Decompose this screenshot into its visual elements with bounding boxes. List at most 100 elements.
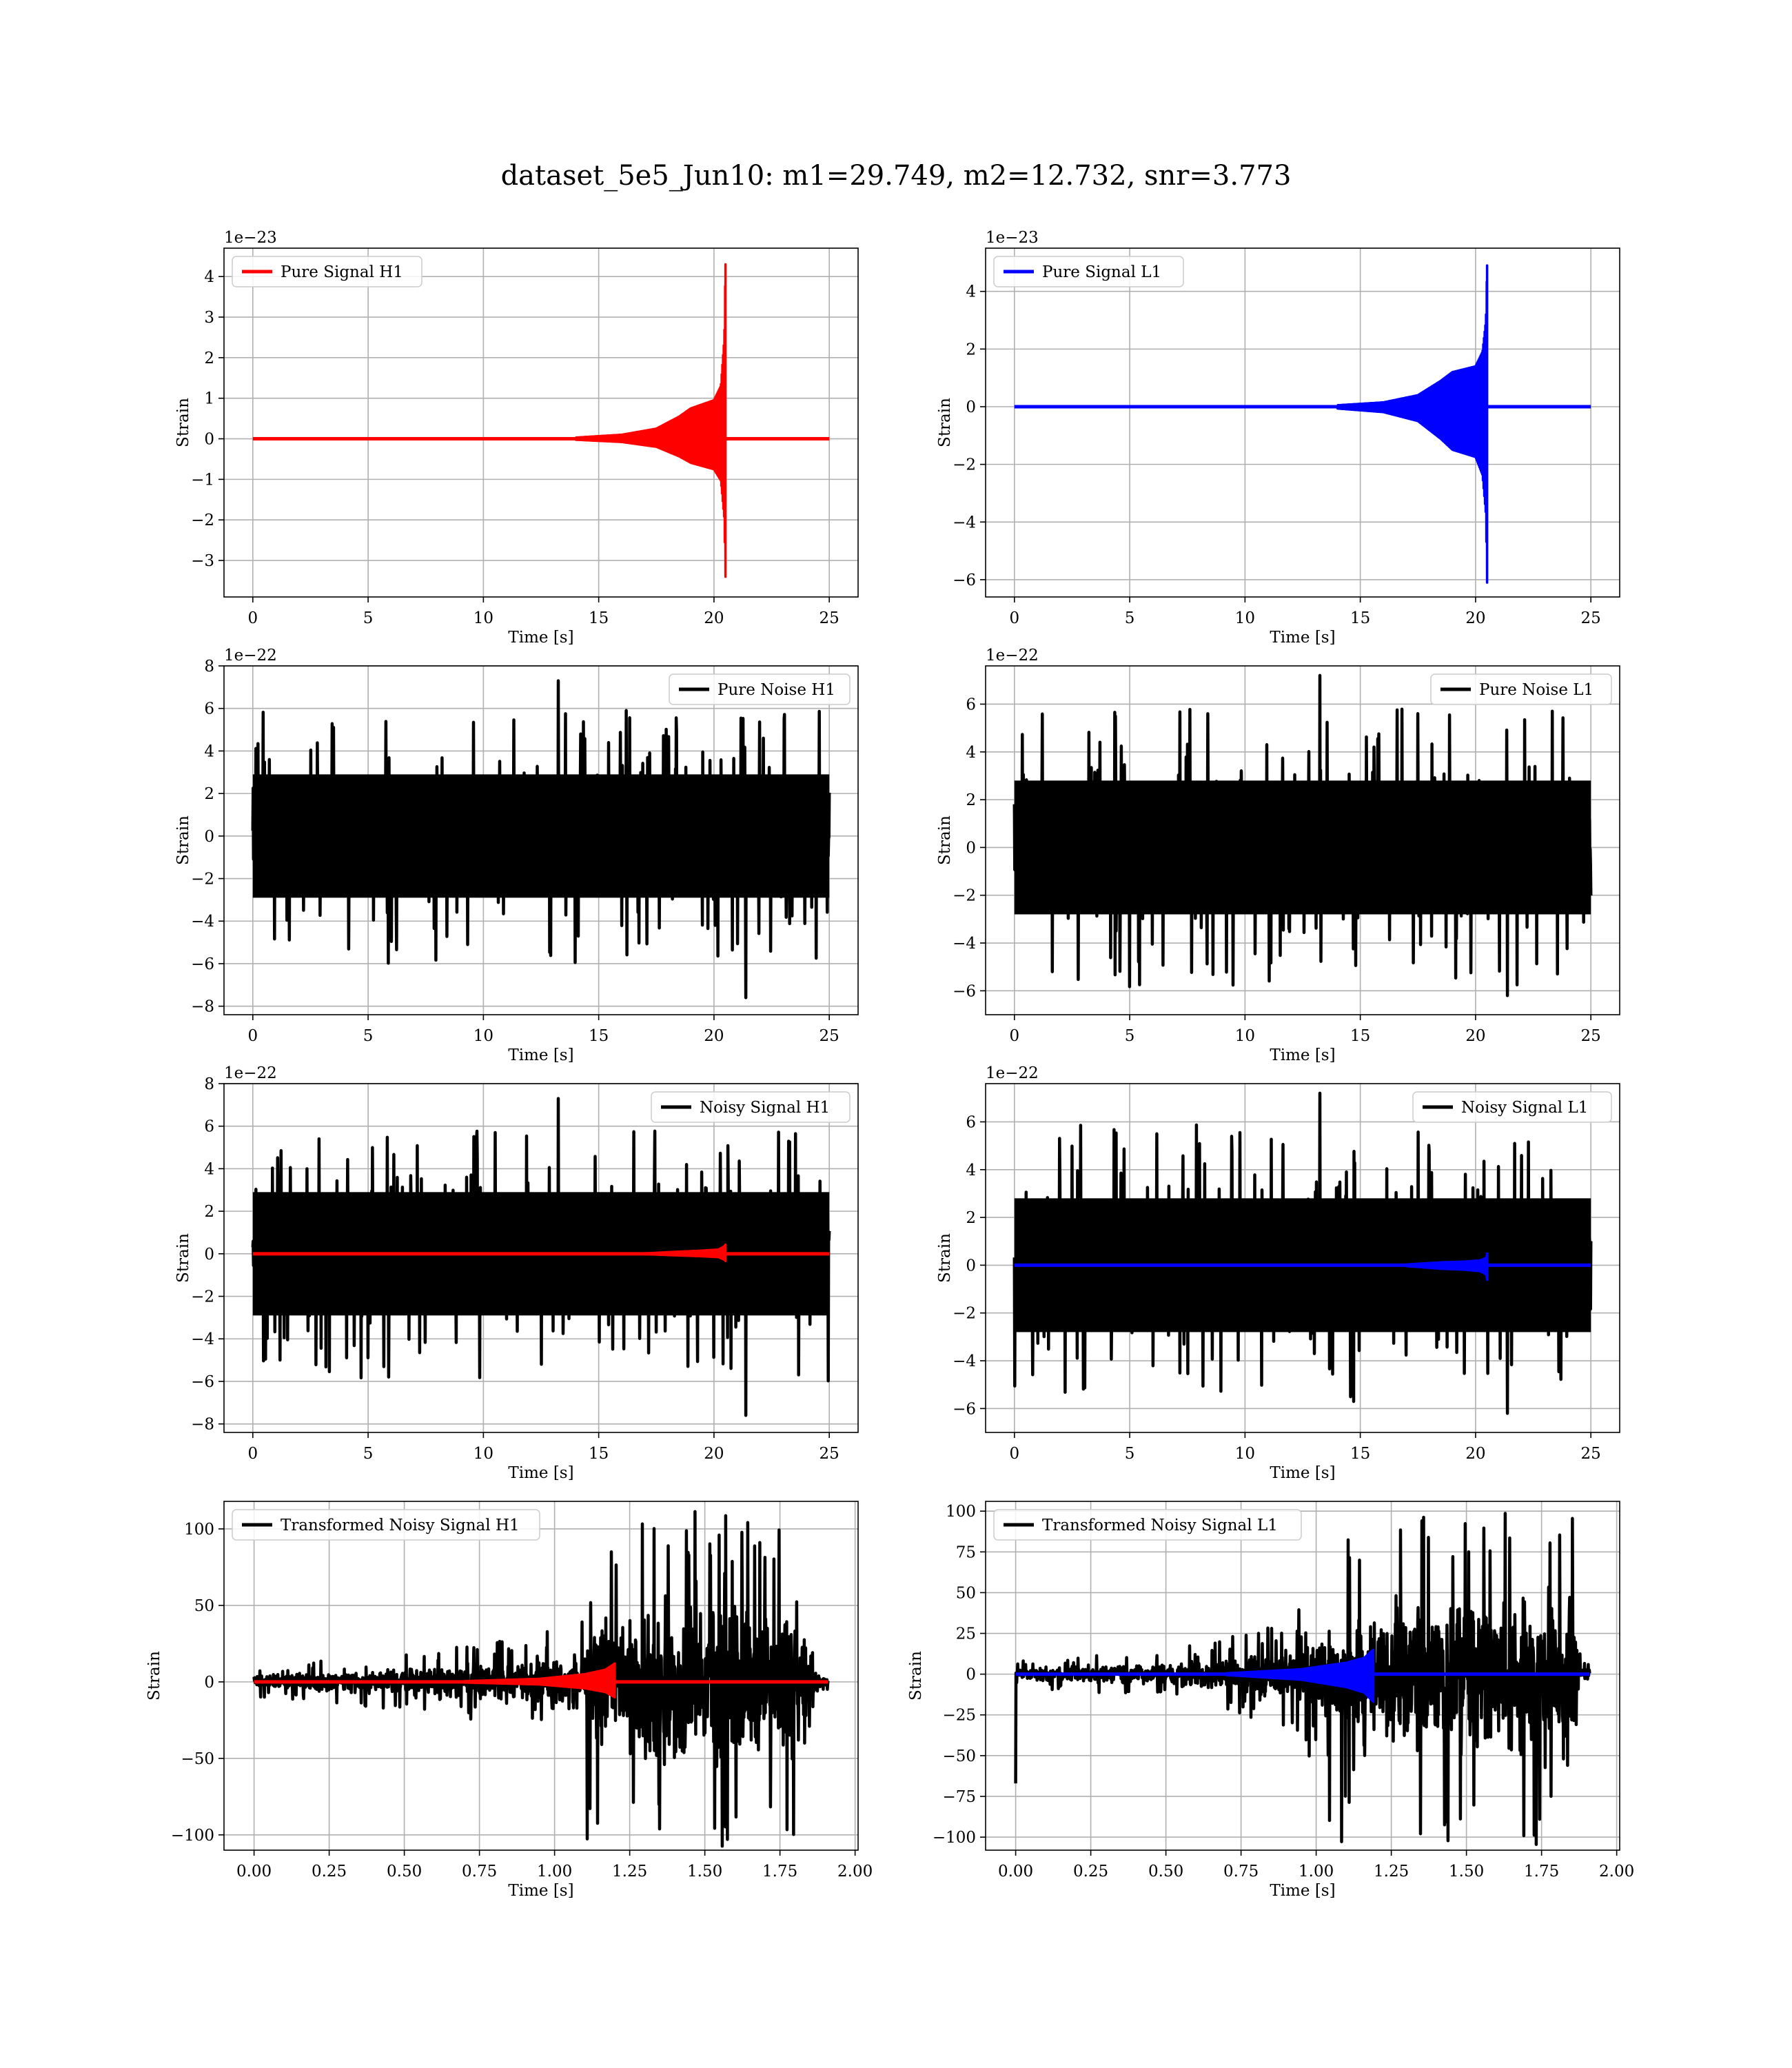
y-tick-label: −6: [953, 1400, 976, 1418]
y-tick-label: −1: [191, 471, 214, 489]
x-axis-label: Time [s]: [508, 629, 573, 647]
x-tick-label: 15: [1350, 609, 1370, 627]
y-tick-label: 0: [966, 1257, 976, 1275]
y-tick-label: 6: [204, 1118, 214, 1136]
legend: Pure Noise L1: [1430, 673, 1612, 705]
legend: Noisy Signal L1: [1412, 1091, 1612, 1123]
x-tick-label: 0: [1009, 609, 1019, 627]
x-tick-label: 25: [1581, 1027, 1601, 1045]
y-tick-label: 4: [966, 283, 976, 301]
y-tick-label: −25: [942, 1707, 976, 1725]
legend-box: [1430, 673, 1612, 705]
y-tick-label: 2: [966, 341, 976, 358]
legend-box: [232, 1509, 540, 1541]
subplot-noisy-signal-l1: 0 5 10 15 20 25 −6 −4 −2 0 2 4 6 Time [s] Strain 1e−22 N…: [936, 1064, 1620, 1482]
y-axis-label: Strain: [145, 1651, 163, 1701]
x-axis-label: Time [s]: [1270, 1046, 1335, 1064]
legend-box: [1412, 1091, 1612, 1123]
x-tick-label: 0.50: [1148, 1863, 1183, 1881]
y-tick-label: 3: [204, 309, 214, 327]
axes-frame: [223, 665, 859, 1015]
x-tick-label: 2.00: [837, 1863, 873, 1881]
subplot-noisy-signal-h1: 0 5 10 15 20 25 −8 −6 −4 −2 0 2 4 6 8 Time [s] Strain 1e−…: [174, 1064, 859, 1482]
y-tick-label: 4: [204, 268, 214, 286]
x-tick-label: 0: [247, 1445, 258, 1463]
y-tick-label: −100: [933, 1829, 976, 1847]
x-tick-label: 15: [589, 1445, 609, 1463]
y-tick-label: −6: [953, 571, 976, 589]
axis-offset-text: 1e−23: [986, 229, 1039, 247]
y-tick-label: −4: [953, 1352, 976, 1370]
legend-box: [669, 673, 851, 705]
subplot-transformed-noisy-signal-l1: 0.00 0.25 0.50 0.75 1.00 1.25 1.50 1.75 2.00 −100…: [907, 1501, 1634, 1900]
signal-chirp: [463, 1662, 616, 1699]
y-axis-label: Strain: [174, 815, 192, 865]
y-axis-label: Strain: [936, 815, 954, 865]
x-tick-label: 20: [704, 1027, 724, 1045]
legend: Transformed Noisy Signal L1: [993, 1509, 1302, 1541]
y-tick-label: −4: [191, 913, 214, 931]
y-tick-label: 100: [184, 1521, 214, 1539]
x-tick-label: 1.75: [1524, 1863, 1559, 1881]
y-tick-label: 4: [966, 744, 976, 762]
y-tick-label: 2: [204, 1203, 214, 1221]
axes-frame: [223, 1083, 859, 1433]
axes-frame: [985, 1083, 1620, 1433]
y-tick-label: 8: [204, 658, 214, 676]
axes-frame: [223, 247, 859, 598]
legend-label: Pure Signal H1: [281, 263, 403, 281]
x-tick-label: 15: [1350, 1027, 1370, 1045]
x-tick-label: 10: [474, 1445, 493, 1463]
y-tick-label: −75: [942, 1788, 976, 1806]
y-tick-label: 2: [204, 349, 214, 367]
y-tick-label: −4: [953, 514, 976, 531]
x-tick-label: 0: [1009, 1027, 1019, 1045]
plot-area: [252, 263, 830, 578]
y-tick-label: 0: [204, 431, 214, 449]
y-tick-label: −2: [953, 887, 976, 905]
y-tick-label: −6: [191, 1373, 214, 1391]
signal-chirp: [643, 1243, 727, 1263]
x-tick-label: 20: [1465, 1445, 1485, 1463]
x-tick-label: 0.25: [312, 1863, 347, 1881]
x-tick-label: 10: [474, 609, 493, 627]
noise-core-band: [1014, 780, 1591, 915]
signal-chirp: [1405, 1252, 1489, 1281]
legend-label: Pure Noise L1: [1479, 681, 1594, 699]
x-tick-label: 10: [1235, 609, 1255, 627]
x-tick-label: 5: [1125, 1027, 1135, 1045]
legend: Pure Noise H1: [669, 673, 851, 705]
legend-label: Pure Noise H1: [717, 681, 835, 699]
x-tick-label: 25: [819, 609, 839, 627]
legend-box: [993, 1509, 1302, 1541]
x-tick-label: 0.50: [387, 1863, 422, 1881]
y-tick-label: 50: [956, 1584, 976, 1602]
legend-label: Noisy Signal L1: [1461, 1099, 1588, 1117]
axis-offset-text: 1e−22: [986, 1064, 1039, 1082]
axes-frame: [223, 1501, 859, 1851]
plot-area: [252, 1510, 830, 1848]
y-tick-label: −2: [191, 871, 214, 889]
y-tick-label: 0: [204, 1246, 214, 1264]
x-tick-label: 20: [1465, 1027, 1485, 1045]
y-tick-label: −50: [181, 1750, 214, 1768]
y-axis-label: Strain: [936, 1233, 954, 1283]
y-tick-label: 4: [204, 742, 214, 760]
x-tick-label: 10: [474, 1027, 493, 1045]
x-tick-label: 0: [1009, 1445, 1019, 1463]
plot-area: [1014, 1512, 1591, 1846]
x-tick-label: 0.00: [236, 1863, 272, 1881]
x-axis-label: Time [s]: [508, 1464, 573, 1482]
x-tick-label: 25: [1581, 1445, 1601, 1463]
x-tick-label: 1.00: [1299, 1863, 1334, 1881]
x-tick-label: 5: [363, 609, 374, 627]
y-tick-label: 50: [194, 1597, 214, 1615]
x-tick-label: 0.00: [998, 1863, 1033, 1881]
axis-offset-text: 1e−22: [986, 647, 1039, 665]
plot-area: [1014, 264, 1591, 584]
subplot-pure-signal-l1: 0 5 10 15 20 25 −6 −4 −2 0 2 4 Time [s] Strain 1e−23Pu…: [936, 229, 1620, 647]
y-tick-label: 4: [204, 1160, 214, 1178]
axis-offset-text: 1e−22: [224, 647, 277, 665]
x-axis-label: Time [s]: [1270, 1882, 1335, 1900]
y-tick-label: 6: [966, 1113, 976, 1131]
